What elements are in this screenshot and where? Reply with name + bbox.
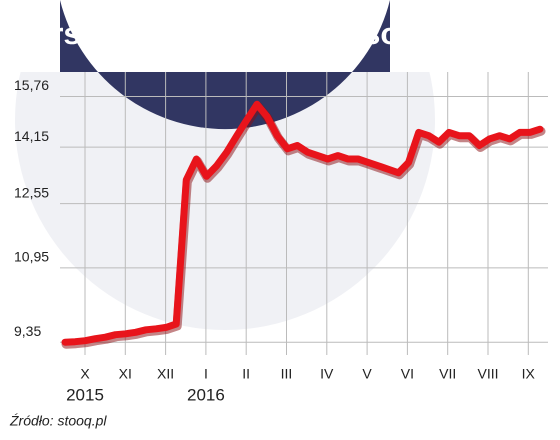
x-tick-label: II [242, 366, 250, 382]
x-tick-label: VIII [477, 366, 498, 382]
x-tick-label: VI [401, 366, 414, 382]
y-tick-label: 12,55 [14, 184, 49, 200]
x-tick-label: XI [119, 366, 132, 382]
line [61, 100, 544, 346]
x-tick-label: VII [439, 366, 456, 382]
x-tick-label: III [281, 366, 293, 382]
source: Źródło: stooq.pl [9, 413, 107, 429]
y-tick-label: 15,76 [14, 77, 49, 93]
x-tick-label: IV [320, 366, 334, 382]
x-tick-label: IX [522, 366, 536, 382]
title-band [0, 0, 560, 72]
chart-title: Kurs argentyńskiego peso [10, 16, 399, 51]
x-tick-label: V [362, 366, 372, 382]
year-label: 2016 [187, 385, 225, 404]
y-tick-label: 10,95 [14, 249, 49, 265]
year-label: 2015 [66, 385, 104, 404]
x-tick-label: XII [157, 366, 174, 382]
y-tick-label: 9,35 [14, 323, 41, 339]
x-tick-label: I [204, 366, 208, 382]
x-tick-label: X [80, 366, 90, 382]
y-tick-label: 14,15 [14, 128, 49, 144]
